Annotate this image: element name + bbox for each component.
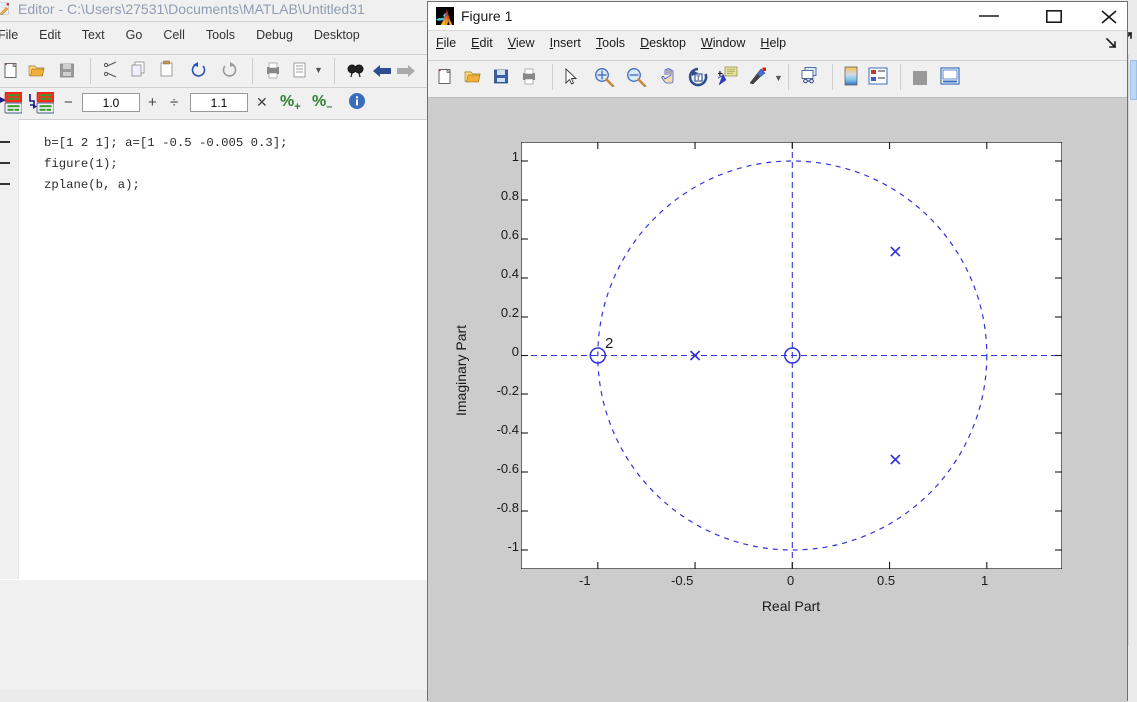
svg-text:+: + [718, 69, 723, 80]
svg-text:T: T [696, 75, 700, 82]
svg-text:2: 2 [605, 335, 613, 352]
